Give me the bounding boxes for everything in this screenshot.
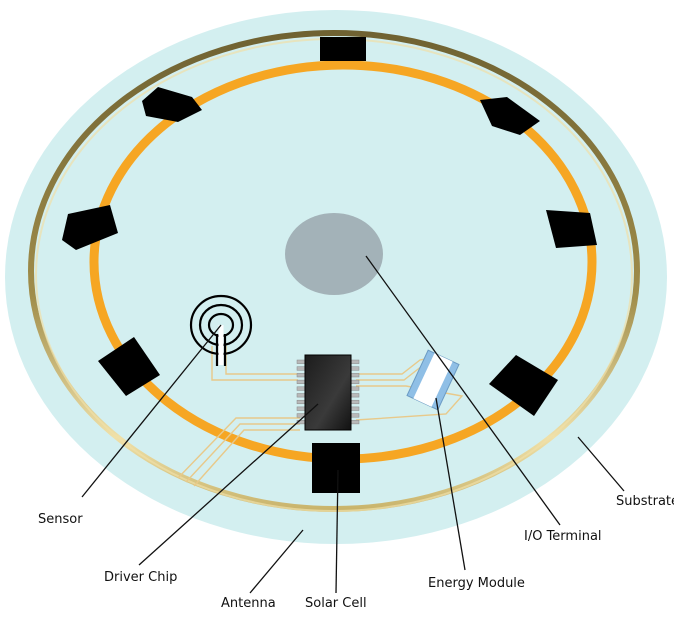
driver-chip [297, 355, 359, 430]
label-sensor: Sensor [38, 512, 83, 527]
label-io-terminal: I/O Terminal [524, 529, 602, 544]
label-solar-cell: Solar Cell [305, 596, 367, 611]
solar-cell-top [320, 37, 366, 61]
driver-chip-body [305, 355, 351, 430]
label-substrate: Substrate [616, 494, 674, 509]
label-driver-chip: Driver Chip [104, 570, 177, 585]
label-energy-module: Energy Module [428, 576, 525, 591]
solar-cell-bottom [312, 443, 360, 493]
label-antenna: Antenna [221, 596, 276, 611]
io-terminal-pad [285, 213, 383, 295]
